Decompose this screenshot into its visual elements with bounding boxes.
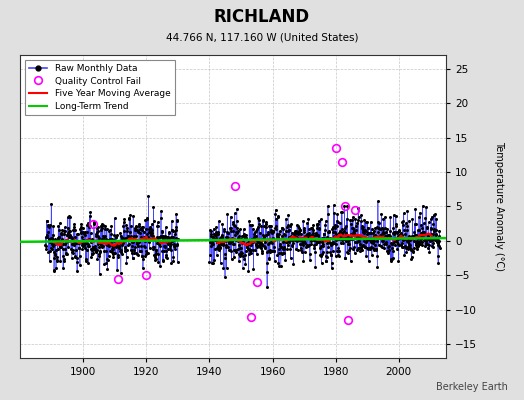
Text: Berkeley Earth: Berkeley Earth bbox=[436, 382, 508, 392]
Text: 44.766 N, 117.160 W (United States): 44.766 N, 117.160 W (United States) bbox=[166, 32, 358, 42]
Legend: Raw Monthly Data, Quality Control Fail, Five Year Moving Average, Long-Term Tren: Raw Monthly Data, Quality Control Fail, … bbox=[25, 60, 175, 115]
Text: RICHLAND: RICHLAND bbox=[214, 8, 310, 26]
Y-axis label: Temperature Anomaly (°C): Temperature Anomaly (°C) bbox=[494, 142, 504, 272]
